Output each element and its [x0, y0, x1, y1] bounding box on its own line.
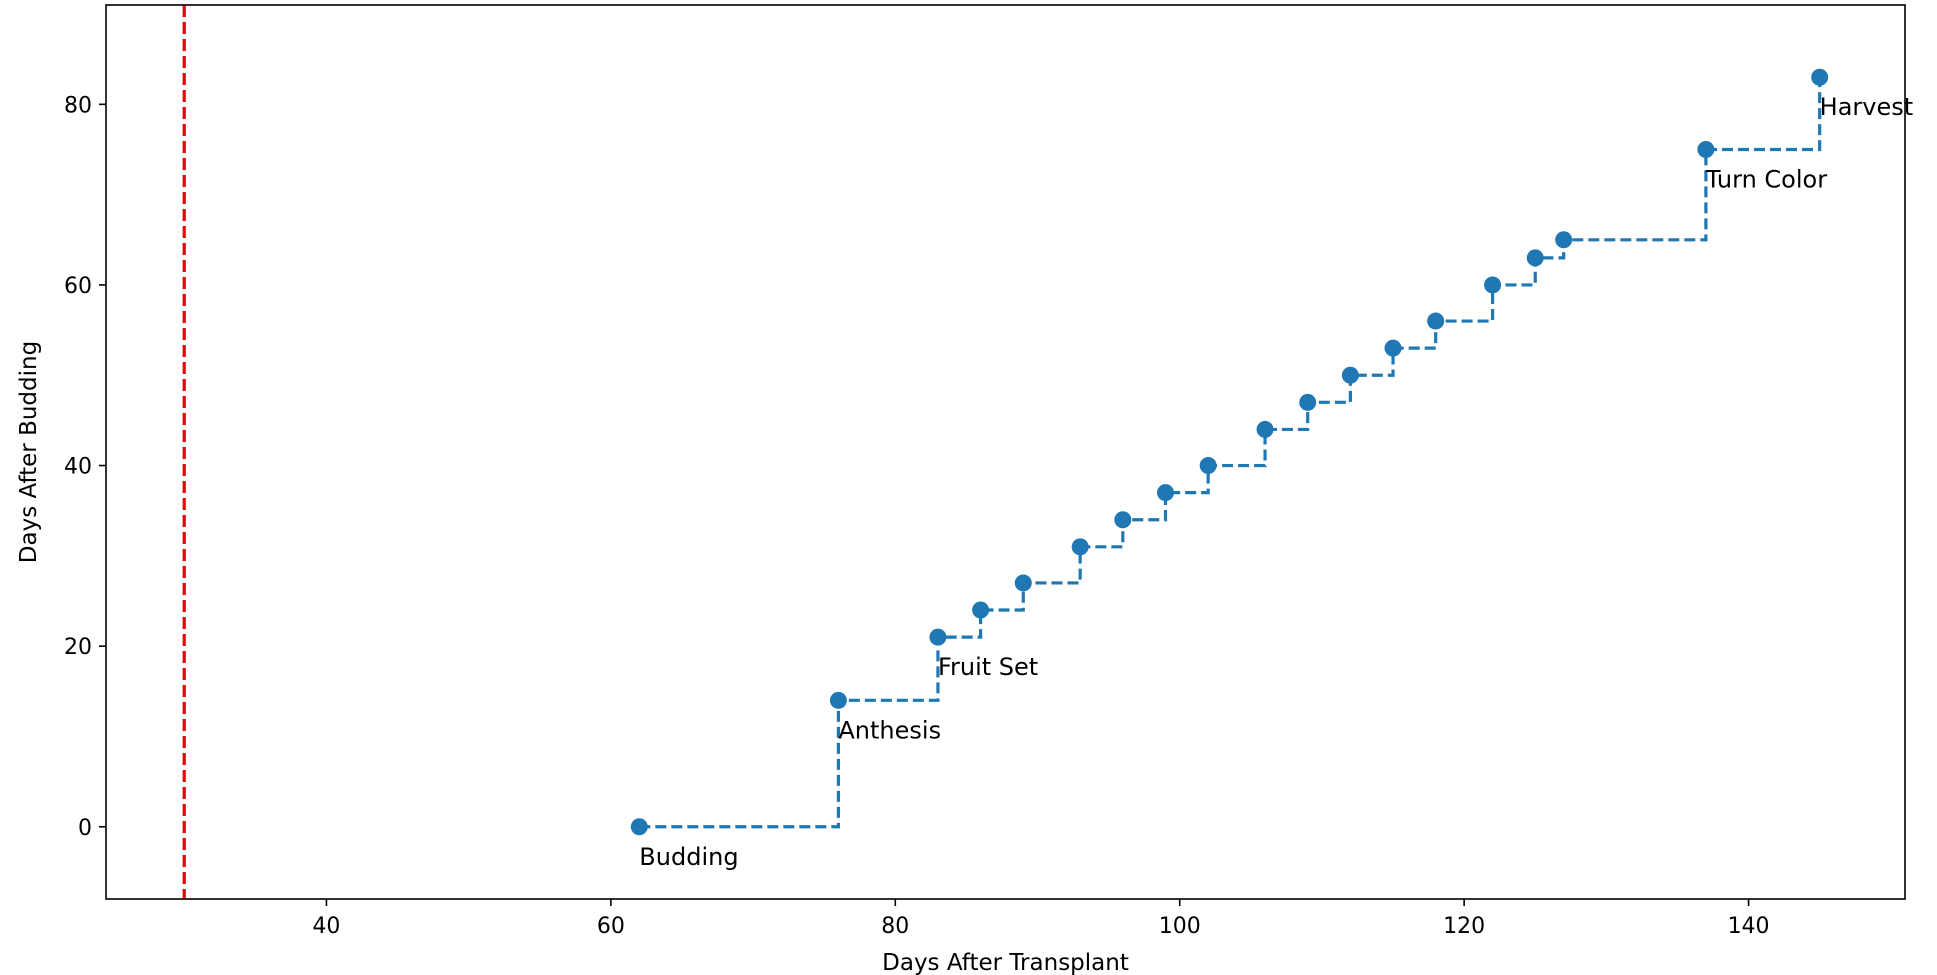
- y-axis-ticks: 0 20 40 60 80: [64, 93, 106, 841]
- data-point: [630, 818, 648, 836]
- x-tick-label: 140: [1728, 914, 1770, 939]
- x-axis-label: Days After Transplant: [882, 950, 1129, 975]
- annotation-label: Harvest: [1820, 93, 1914, 121]
- data-point: [1484, 276, 1502, 294]
- y-tick-label: 60: [64, 274, 92, 299]
- data-point: [1526, 249, 1544, 267]
- data-point: [1427, 312, 1445, 330]
- data-point: [1299, 393, 1317, 411]
- data-point: [1014, 574, 1032, 592]
- data-point: [1697, 140, 1715, 158]
- x-tick-label: 60: [597, 914, 625, 939]
- data-point: [972, 601, 990, 619]
- data-point: [1555, 231, 1573, 249]
- data-point: [829, 691, 847, 709]
- data-point: [1071, 538, 1089, 556]
- annotation-label: Budding: [639, 843, 738, 871]
- x-axis-ticks: 40 60 80 100 120 140: [312, 899, 1770, 939]
- x-tick-label: 80: [881, 914, 909, 939]
- y-tick-label: 20: [64, 635, 92, 660]
- y-tick-label: 0: [78, 816, 92, 841]
- data-point: [1256, 420, 1274, 438]
- x-tick-label: 120: [1443, 914, 1485, 939]
- y-tick-label: 40: [64, 455, 92, 480]
- data-point: [1811, 68, 1829, 86]
- data-point: [1199, 457, 1217, 475]
- data-point: [1341, 366, 1359, 384]
- x-tick-label: 40: [312, 914, 340, 939]
- data-point: [1114, 511, 1132, 529]
- x-tick-label: 100: [1159, 914, 1201, 939]
- annotation-layer: Budding Anthesis Fruit Set Turn Color Harves…: [639, 93, 1913, 871]
- annotation-label: Anthesis: [838, 716, 941, 744]
- y-axis-label: Days After Budding: [16, 341, 42, 563]
- annotation-label: Fruit Set: [938, 653, 1038, 681]
- y-tick-label: 80: [64, 93, 92, 118]
- annotation-label: Turn Color: [1705, 165, 1827, 193]
- plot-frame: [105, 4, 1906, 900]
- series-point-layer: [630, 68, 1829, 836]
- data-point: [1384, 339, 1402, 357]
- data-point: [929, 628, 947, 646]
- data-point: [1156, 484, 1174, 502]
